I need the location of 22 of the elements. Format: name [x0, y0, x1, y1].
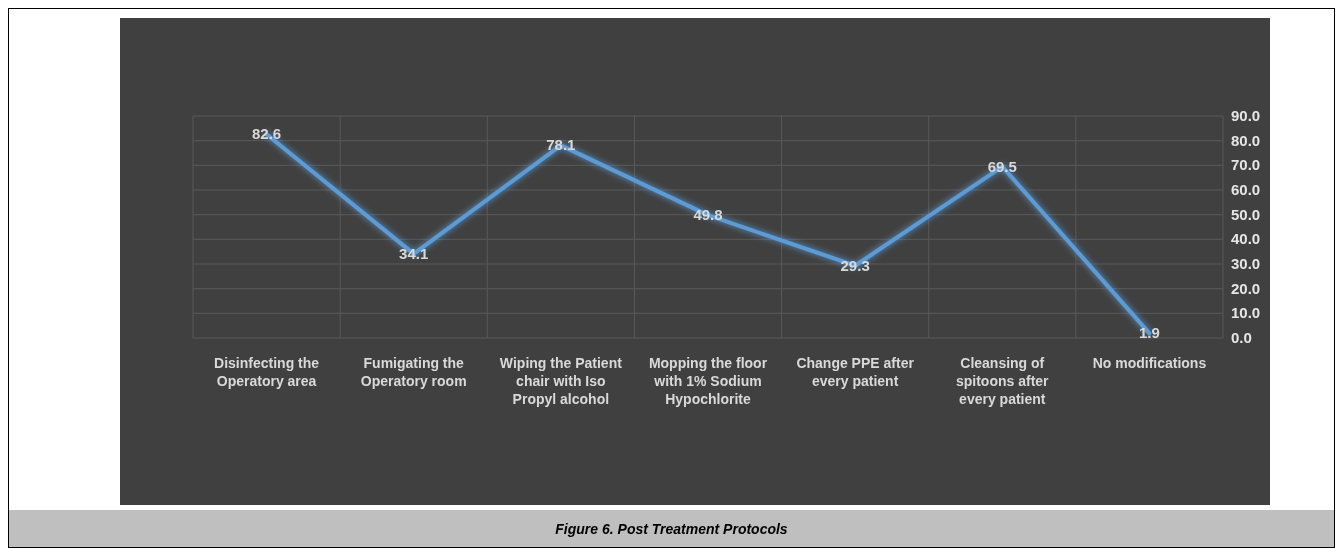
x-tick-label: Wiping the Patient chair with Iso Propyl alcohol	[499, 355, 623, 407]
data-label: 69.5	[987, 157, 1017, 175]
y-tick-label: 70.0	[1231, 156, 1261, 174]
y-tick-label: 30.0	[1231, 255, 1261, 272]
y-tick-label: 20.0	[1231, 279, 1261, 297]
y-tick-label: 50.0	[1231, 205, 1261, 223]
data-label: 82.6	[251, 125, 282, 143]
y-tick-label: 90.0	[1231, 107, 1261, 124]
y-tick-label: 40.0	[1231, 230, 1261, 248]
data-label: 1.9	[1139, 324, 1160, 342]
data-label: 34.1	[399, 244, 429, 262]
x-tick-label: Fumigating the Operatory room	[360, 355, 467, 389]
x-tick-label: Cleansing of spitoons after every patient	[956, 355, 1050, 407]
y-tick-label: 0.0	[1231, 329, 1252, 346]
x-tick-label: No modifications	[1092, 355, 1207, 371]
y-tick-label: 10.0	[1231, 304, 1261, 322]
y-tick-label: 60.0	[1231, 181, 1261, 198]
y-tick-label: 80.0	[1231, 131, 1261, 149]
x-tick-label: Change PPE after every patient	[796, 355, 915, 389]
text: Figure 6. Post Treatment Protocols	[555, 521, 788, 537]
x-tick-label: Mopping the floor with 1% Sodium Hypochlorite	[648, 355, 768, 407]
x-tick-label: Disinfecting the Operatory area	[214, 355, 320, 389]
